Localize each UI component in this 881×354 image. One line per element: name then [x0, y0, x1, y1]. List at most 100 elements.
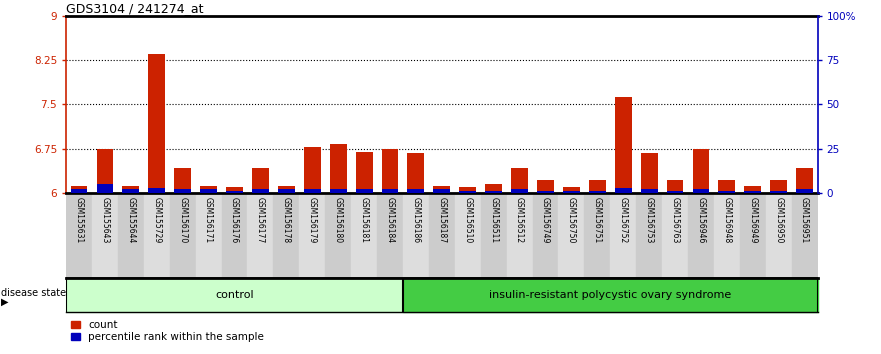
Bar [667, 191, 684, 193]
Bar [252, 189, 269, 193]
Bar [537, 180, 554, 193]
Text: GSM156177: GSM156177 [255, 197, 265, 244]
Bar [273, 195, 300, 278]
Bar [667, 180, 684, 193]
Text: GDS3104 / 241274_at: GDS3104 / 241274_at [66, 2, 204, 15]
Bar [718, 191, 736, 193]
Bar [278, 189, 295, 193]
Bar [381, 189, 398, 193]
Bar [770, 191, 787, 193]
Bar [589, 180, 606, 193]
Bar [377, 195, 403, 278]
Text: GSM156179: GSM156179 [307, 197, 317, 244]
Bar [584, 195, 611, 278]
Bar [532, 195, 559, 278]
Bar [559, 195, 584, 278]
Text: GSM156948: GSM156948 [722, 197, 731, 244]
Bar [636, 195, 663, 278]
Bar [325, 195, 352, 278]
Bar [300, 195, 325, 278]
Bar [744, 186, 761, 193]
Text: GSM156180: GSM156180 [334, 197, 343, 243]
Bar [356, 152, 373, 193]
Bar [248, 195, 273, 278]
Bar [278, 186, 295, 193]
Text: insulin-resistant polycystic ovary syndrome: insulin-resistant polycystic ovary syndr… [489, 290, 731, 300]
Text: control: control [215, 290, 254, 300]
Bar [66, 195, 92, 278]
Bar [663, 195, 688, 278]
Bar [796, 189, 813, 193]
Legend: count, percentile rank within the sample: count, percentile rank within the sample [71, 320, 263, 342]
Bar [252, 168, 269, 193]
Bar [66, 278, 403, 312]
Bar [511, 189, 528, 193]
Bar [148, 54, 166, 193]
Bar [221, 195, 248, 278]
Text: GSM156949: GSM156949 [748, 197, 758, 244]
Text: GSM156511: GSM156511 [489, 197, 498, 243]
Text: GSM156181: GSM156181 [359, 197, 368, 243]
Bar [226, 191, 243, 193]
Text: GSM155644: GSM155644 [126, 197, 136, 244]
Text: ▶: ▶ [1, 297, 9, 307]
Bar [563, 191, 580, 193]
Text: GSM156753: GSM156753 [645, 197, 654, 244]
Bar [304, 189, 321, 193]
Bar [118, 195, 144, 278]
Text: GSM156170: GSM156170 [178, 197, 187, 244]
Bar [433, 189, 450, 193]
Bar [122, 189, 139, 193]
Bar [352, 195, 377, 278]
Text: GSM156510: GSM156510 [463, 197, 472, 244]
Bar [92, 195, 118, 278]
Bar [688, 195, 714, 278]
Text: GSM156763: GSM156763 [670, 197, 679, 244]
Bar [144, 195, 170, 278]
Bar [770, 180, 787, 193]
Bar [97, 184, 114, 193]
Text: GSM155729: GSM155729 [152, 197, 161, 244]
Bar [714, 195, 740, 278]
Bar [381, 149, 398, 193]
Bar [507, 195, 532, 278]
Bar [329, 189, 346, 193]
Bar [459, 187, 476, 193]
Bar [200, 186, 217, 193]
Bar [226, 187, 243, 193]
Text: GSM156184: GSM156184 [386, 197, 395, 243]
Bar [481, 195, 507, 278]
Bar [122, 186, 139, 193]
Text: GSM156752: GSM156752 [618, 197, 628, 244]
Bar [200, 189, 217, 193]
Bar [174, 168, 191, 193]
Bar [408, 153, 425, 193]
Text: GSM156951: GSM156951 [800, 197, 809, 244]
Bar [429, 195, 455, 278]
Bar [70, 186, 87, 193]
Bar [589, 191, 606, 193]
Bar [455, 195, 481, 278]
Bar [744, 191, 761, 193]
Text: GSM155643: GSM155643 [100, 197, 109, 244]
Bar [70, 189, 87, 193]
Bar [537, 191, 554, 193]
Text: GSM156749: GSM156749 [541, 197, 550, 244]
Text: GSM155631: GSM155631 [75, 197, 84, 244]
Bar [718, 180, 736, 193]
Bar [148, 188, 166, 193]
Bar [459, 191, 476, 193]
Text: GSM156750: GSM156750 [566, 197, 576, 244]
Bar [640, 189, 657, 193]
Bar [174, 189, 191, 193]
Bar [740, 195, 766, 278]
Bar [356, 189, 373, 193]
Text: GSM156176: GSM156176 [230, 197, 239, 244]
Bar [692, 189, 709, 193]
Text: GSM156512: GSM156512 [515, 197, 524, 243]
Bar [615, 188, 632, 193]
Text: GSM156171: GSM156171 [204, 197, 213, 243]
Bar [170, 195, 196, 278]
Bar [615, 97, 632, 193]
Bar [563, 187, 580, 193]
